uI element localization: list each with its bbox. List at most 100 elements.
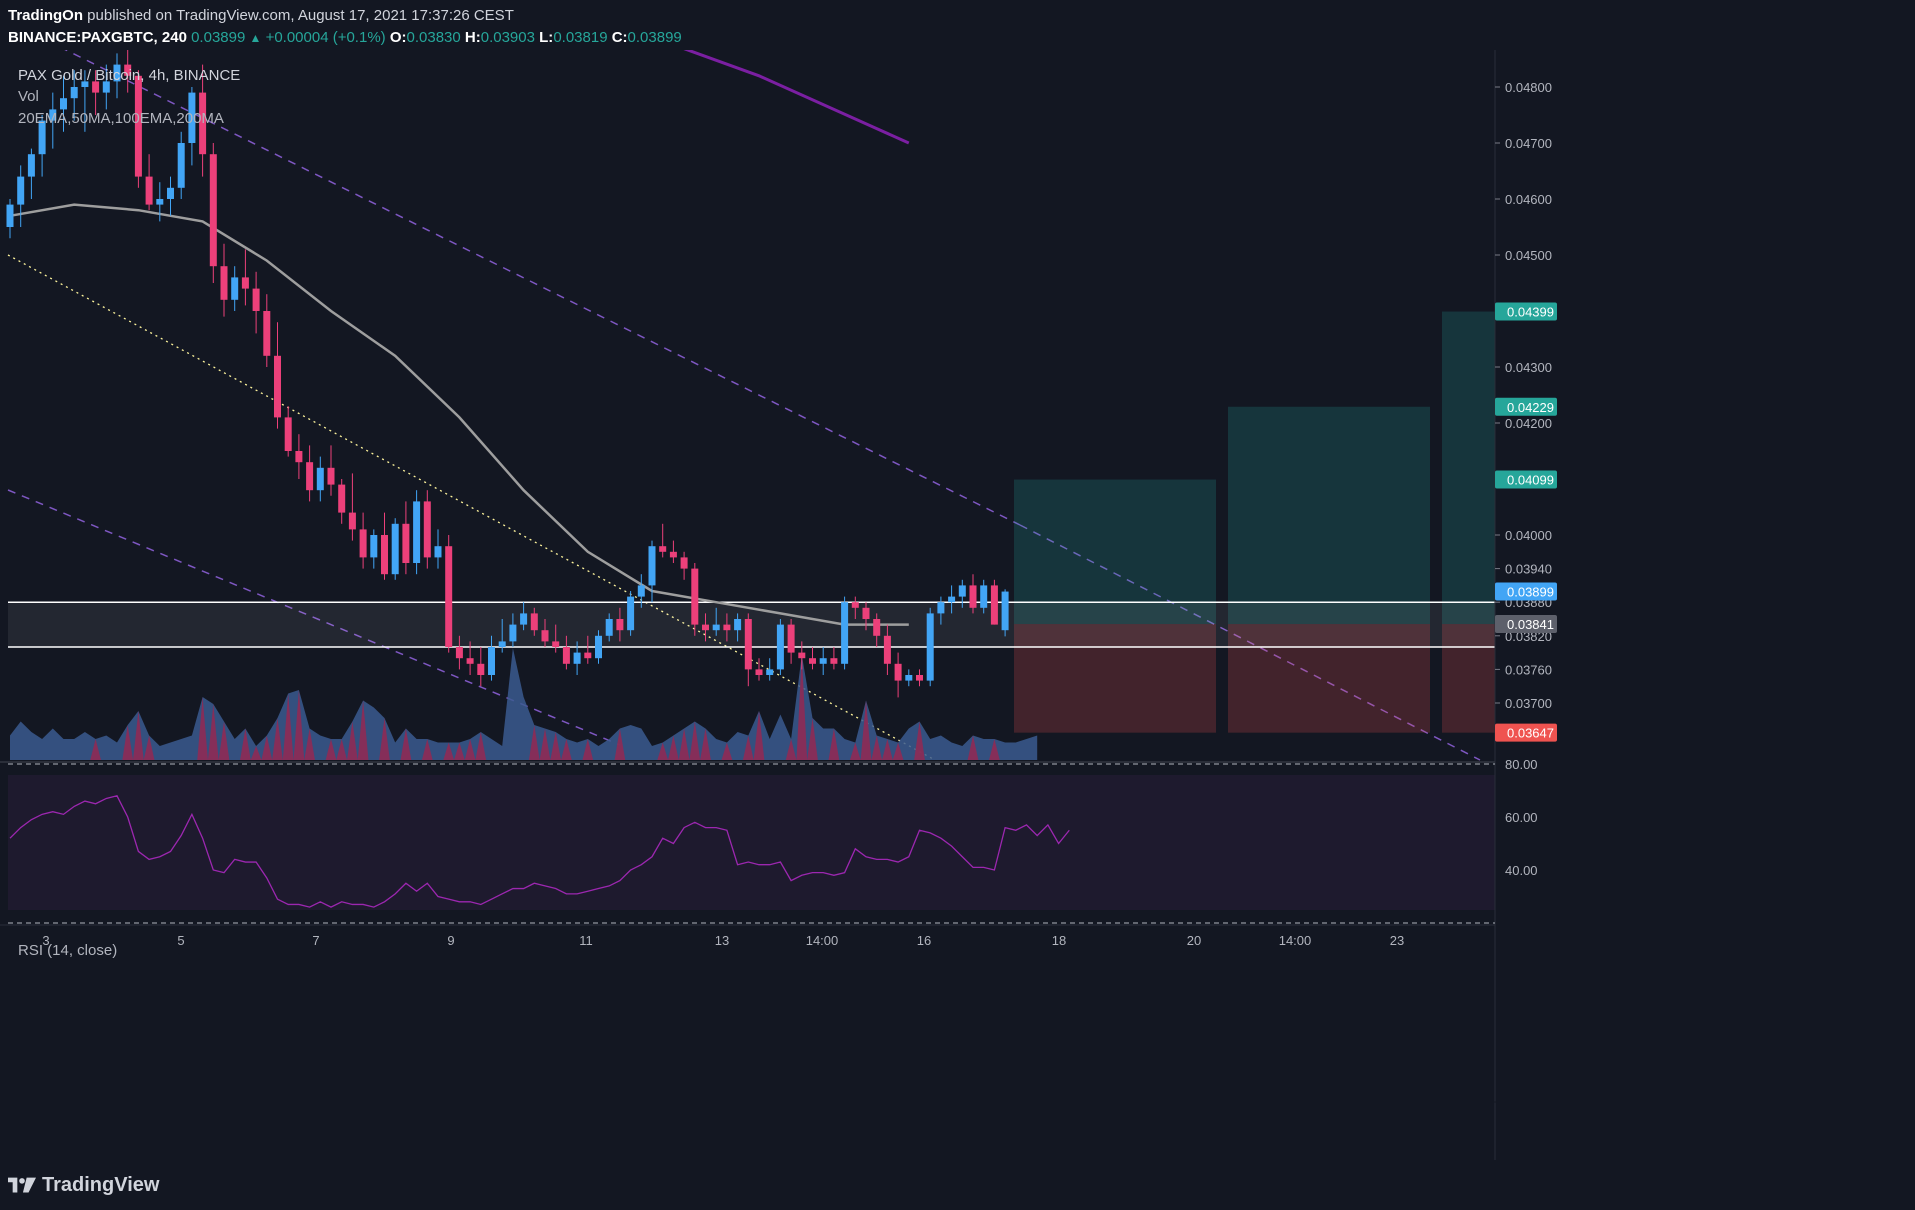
candle-body-61	[659, 546, 667, 552]
author-name[interactable]: TradingOn	[8, 7, 83, 24]
candle-39	[423, 490, 431, 569]
candle-57	[616, 607, 624, 642]
chart-title: PAX Gold / Bitcoin, 4h, BINANCE	[18, 67, 241, 84]
candle-body-64	[691, 568, 699, 625]
time-tick-label-9: 20	[1187, 933, 1201, 948]
volume-bar-down-74	[796, 655, 808, 760]
price-label-bg-2	[1495, 470, 1557, 489]
volume-bar-down-77	[828, 728, 840, 760]
price-tick-label-3: 0.04700	[1505, 136, 1552, 151]
candle-body-51	[552, 641, 560, 647]
candle-52	[562, 635, 570, 670]
candle-5	[60, 75, 67, 132]
candle-body-90	[969, 585, 977, 608]
candle-body-68	[734, 619, 742, 631]
candle-32	[348, 473, 356, 541]
time-tick-label-5: 13	[715, 933, 729, 948]
candle-13	[145, 154, 153, 211]
time-tick-label-6: 14:00	[806, 933, 839, 948]
price-tick-label-12: 0.03760	[1505, 662, 1552, 677]
candle-10	[113, 53, 121, 99]
candle-body-19	[209, 154, 217, 267]
volume-bar-down-37	[400, 728, 412, 760]
candle-15	[167, 176, 174, 216]
candle-body-77	[830, 658, 838, 664]
candle-body-9	[102, 81, 110, 93]
candle-body-58	[627, 596, 635, 631]
candle-body-4	[49, 109, 57, 121]
candle-body-8	[92, 81, 100, 93]
candle-23	[252, 271, 260, 334]
candle-body-11	[124, 64, 132, 76]
candle-18	[199, 64, 207, 177]
candle-body-29	[316, 467, 324, 491]
candle-61	[659, 523, 667, 558]
time-tick-label-2: 7	[312, 933, 319, 948]
candle-body-3	[38, 120, 46, 155]
candle-body-27	[295, 451, 303, 463]
candle-body-21	[231, 277, 239, 300]
candle-body-44	[477, 663, 485, 675]
candle-body-2	[27, 154, 35, 177]
candle-body-34	[370, 535, 378, 558]
volume-bar-down-80	[860, 700, 872, 760]
volume-bar-down-44	[475, 732, 487, 760]
candle-body-52	[562, 647, 570, 664]
candle-59	[637, 574, 645, 608]
volume-bar-down-70	[753, 711, 765, 760]
candle-7	[81, 70, 89, 132]
open-value: 0.03830	[406, 29, 461, 46]
candle-20	[220, 243, 228, 317]
volume-bar-down-57	[614, 728, 626, 760]
volume-bar-down-65	[700, 728, 711, 760]
volume-bar-down-24	[261, 735, 273, 760]
candle-body-55	[595, 635, 602, 659]
volume-bar-down-92	[989, 739, 1000, 760]
candle-2	[27, 148, 35, 199]
tradingview-logo[interactable]: TradingView	[8, 1174, 159, 1197]
volume-bar-down-13	[143, 735, 155, 760]
candle-body-88	[948, 596, 956, 603]
ma-legend[interactable]: 20EMA,50MA,100EMA,200MA	[18, 110, 224, 127]
volume-legend[interactable]: Vol	[18, 88, 39, 105]
candle-body-81	[873, 619, 881, 636]
candle-14	[156, 182, 164, 222]
candle-26	[284, 406, 292, 457]
candle-28	[306, 445, 314, 502]
candle-body-75	[809, 658, 816, 664]
candle-body-83	[894, 663, 902, 681]
volume-bar-down-62	[668, 735, 679, 760]
volume-bar-down-23	[250, 746, 262, 760]
price-tick-label-5: 0.04500	[1505, 248, 1552, 263]
candle-body-17	[188, 92, 196, 143]
candle-16	[177, 131, 185, 199]
candle-body-10	[113, 64, 121, 82]
candle-body-28	[306, 462, 314, 491]
candle-70	[755, 658, 763, 681]
candle-body-40	[434, 546, 442, 558]
candle-body-73	[787, 624, 795, 653]
target-zone-3	[1442, 311, 1495, 625]
stop-zone-3	[1442, 624, 1495, 733]
candle-body-36	[391, 523, 399, 575]
rsi-legend[interactable]: RSI (14, close)	[18, 942, 118, 959]
volume-bar-down-35	[379, 718, 390, 760]
candle-55	[595, 630, 602, 664]
candle-3	[38, 115, 46, 177]
candle-8	[92, 70, 100, 115]
price-chart[interactable]: 0.050000.049000.048000.047000.046000.045…	[0, 50, 1915, 1160]
candle-41	[445, 535, 453, 653]
stop-zone-1	[1014, 624, 1216, 733]
candle-84	[905, 669, 913, 687]
candle-body-50	[541, 630, 549, 642]
price-label-bg-3	[1495, 582, 1557, 601]
time-tick-label-1: 5	[177, 933, 184, 948]
close-label: C:	[611, 29, 628, 46]
publish-text: published on TradingView.com, August 17,…	[87, 7, 514, 24]
ma-200-line	[683, 50, 910, 145]
candle-73	[787, 619, 795, 664]
candle-50	[541, 619, 549, 647]
candle-body-18	[199, 92, 207, 155]
candle-body-70	[755, 669, 763, 675]
candle-34	[370, 529, 378, 569]
